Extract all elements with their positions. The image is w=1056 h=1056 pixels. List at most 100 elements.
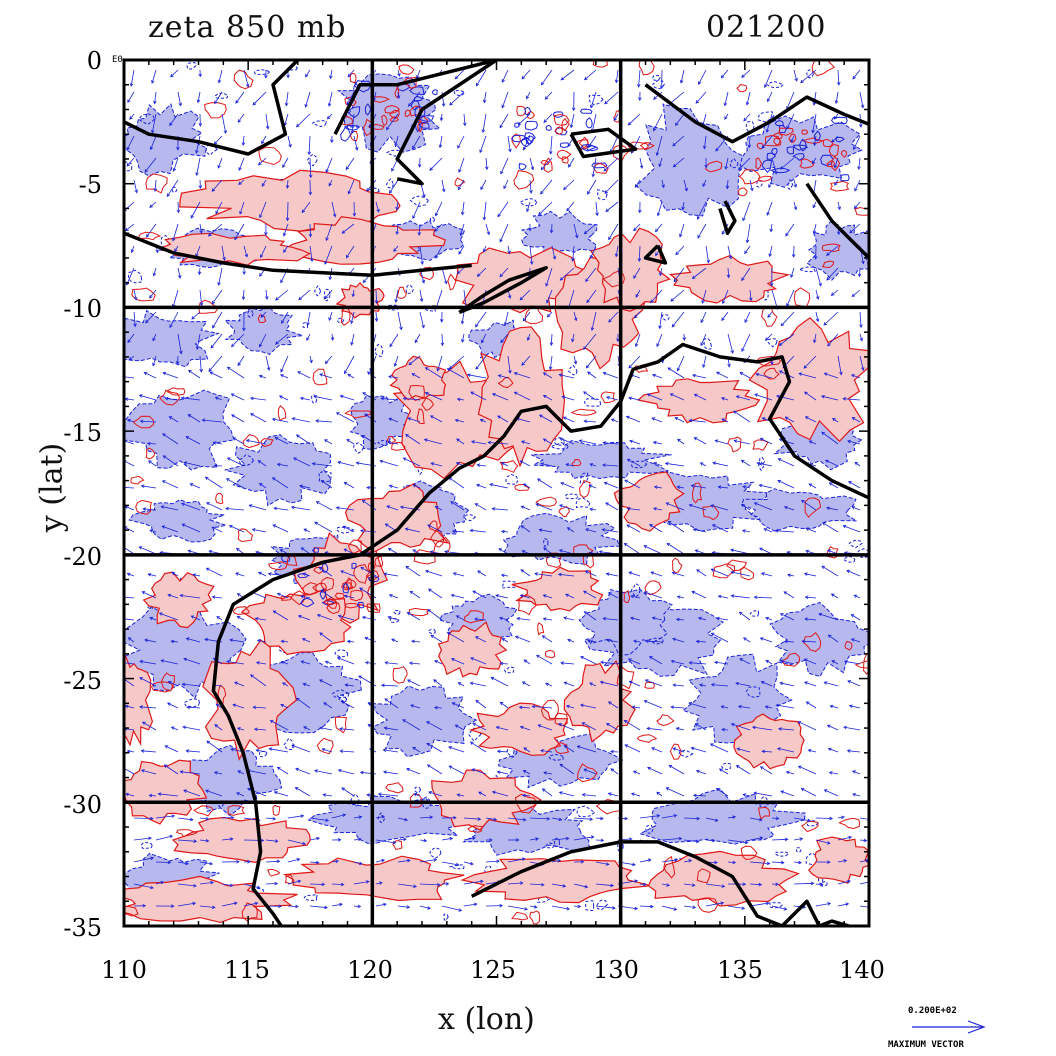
wind-vector-head [581,722,586,726]
negative-contour [353,442,364,454]
wind-vector-head [559,437,564,441]
wind-vector [824,789,839,797]
wind-vector [695,723,707,731]
wind-vector [815,839,830,844]
wind-vector [629,440,641,445]
wind-vector [825,459,839,467]
wind-vector [145,311,157,324]
wind-vector [441,861,459,866]
wind-vector-head [407,679,411,683]
wind-vector [567,639,575,643]
wind-vector-head [364,413,368,417]
wind-vector-head [717,485,722,489]
wind-vector [174,245,179,252]
wind-vector [694,437,707,445]
wind-vector [190,201,201,219]
wind-vector-head [677,438,681,443]
wind-vector-head [499,273,504,278]
wind-vector-head [249,396,254,401]
wind-vector-head [140,769,145,773]
negative-contour [405,284,414,295]
wind-vector-head [434,506,439,510]
wind-vector-head [210,880,215,885]
wind-vector [763,528,773,533]
wind-vector-head [743,637,747,641]
wind-vector [676,727,685,731]
wind-vector-head [341,230,346,234]
wind-vector [275,289,289,301]
x-tick-label: 135 [717,956,763,984]
wind-vector [507,817,526,821]
wind-vector-head [434,660,438,664]
wind-vector [520,594,531,599]
wind-vector [221,113,227,134]
positive-contour [644,580,662,596]
wind-vector [172,289,179,308]
wind-vector [124,596,135,599]
wind-vector [184,462,201,467]
wind-vector-head [413,792,418,797]
wind-vector-head [149,146,154,151]
wind-vector [336,412,355,423]
wind-vector [604,179,619,194]
wind-vector-head [861,260,865,265]
contour-cluster [368,576,380,583]
wind-vector-head [193,839,198,843]
wind-vector-head [566,207,570,212]
wind-vector [124,728,135,731]
wind-vector [159,612,179,621]
positive-contour [763,367,780,380]
positive-contour [347,539,363,555]
wind-vector-head [699,462,704,466]
wind-vector-head [804,416,809,420]
wind-vector [139,677,157,687]
wind-vector-head [233,901,238,906]
wind-vector-head [508,370,512,374]
wind-vector-head [139,677,143,681]
wind-vector-head [167,702,171,706]
wind-vector-head [214,100,218,105]
wind-vector-head [693,393,698,398]
wind-vector [634,179,641,188]
positive-region [668,254,791,304]
wind-vector-head [280,374,284,378]
positive-region [590,227,671,312]
negative-contour [314,285,322,297]
wind-vector-head [586,299,590,304]
wind-vector-head [499,701,504,706]
wind-vector [705,245,709,263]
negative-contour [583,398,602,407]
wind-vector [718,595,729,599]
wind-vector-head [498,548,503,552]
wind-vector [815,289,819,300]
positive-contour [135,499,152,515]
wind-vector [680,69,685,83]
wind-vector-head [644,679,649,683]
wind-vector-head [728,255,733,260]
wind-vector [281,640,289,643]
wind-vector-head [518,705,523,710]
wind-vector [383,573,399,577]
wind-vector-head [195,150,199,154]
wind-vector-head [171,814,176,818]
wind-vector [154,179,157,192]
wind-vector-head [405,434,409,438]
wind-vector-head [778,342,783,346]
wind-vector-head [794,78,798,82]
wind-vector-head [364,636,369,641]
wind-vector [274,507,289,511]
wind-vector [604,482,619,489]
wind-vector-head [406,767,410,772]
wind-vector-head [308,191,313,196]
wind-vector [405,566,421,577]
wind-vector [182,523,201,533]
wind-vector [463,113,466,126]
wind-vector-head [355,146,359,151]
wind-vector-head [604,190,609,194]
wind-vector [624,744,641,753]
wind-vector-head [672,747,677,751]
wind-vector [804,573,817,577]
wind-vector [483,201,487,220]
wind-vector [457,794,465,797]
wind-vector-head [309,258,314,263]
